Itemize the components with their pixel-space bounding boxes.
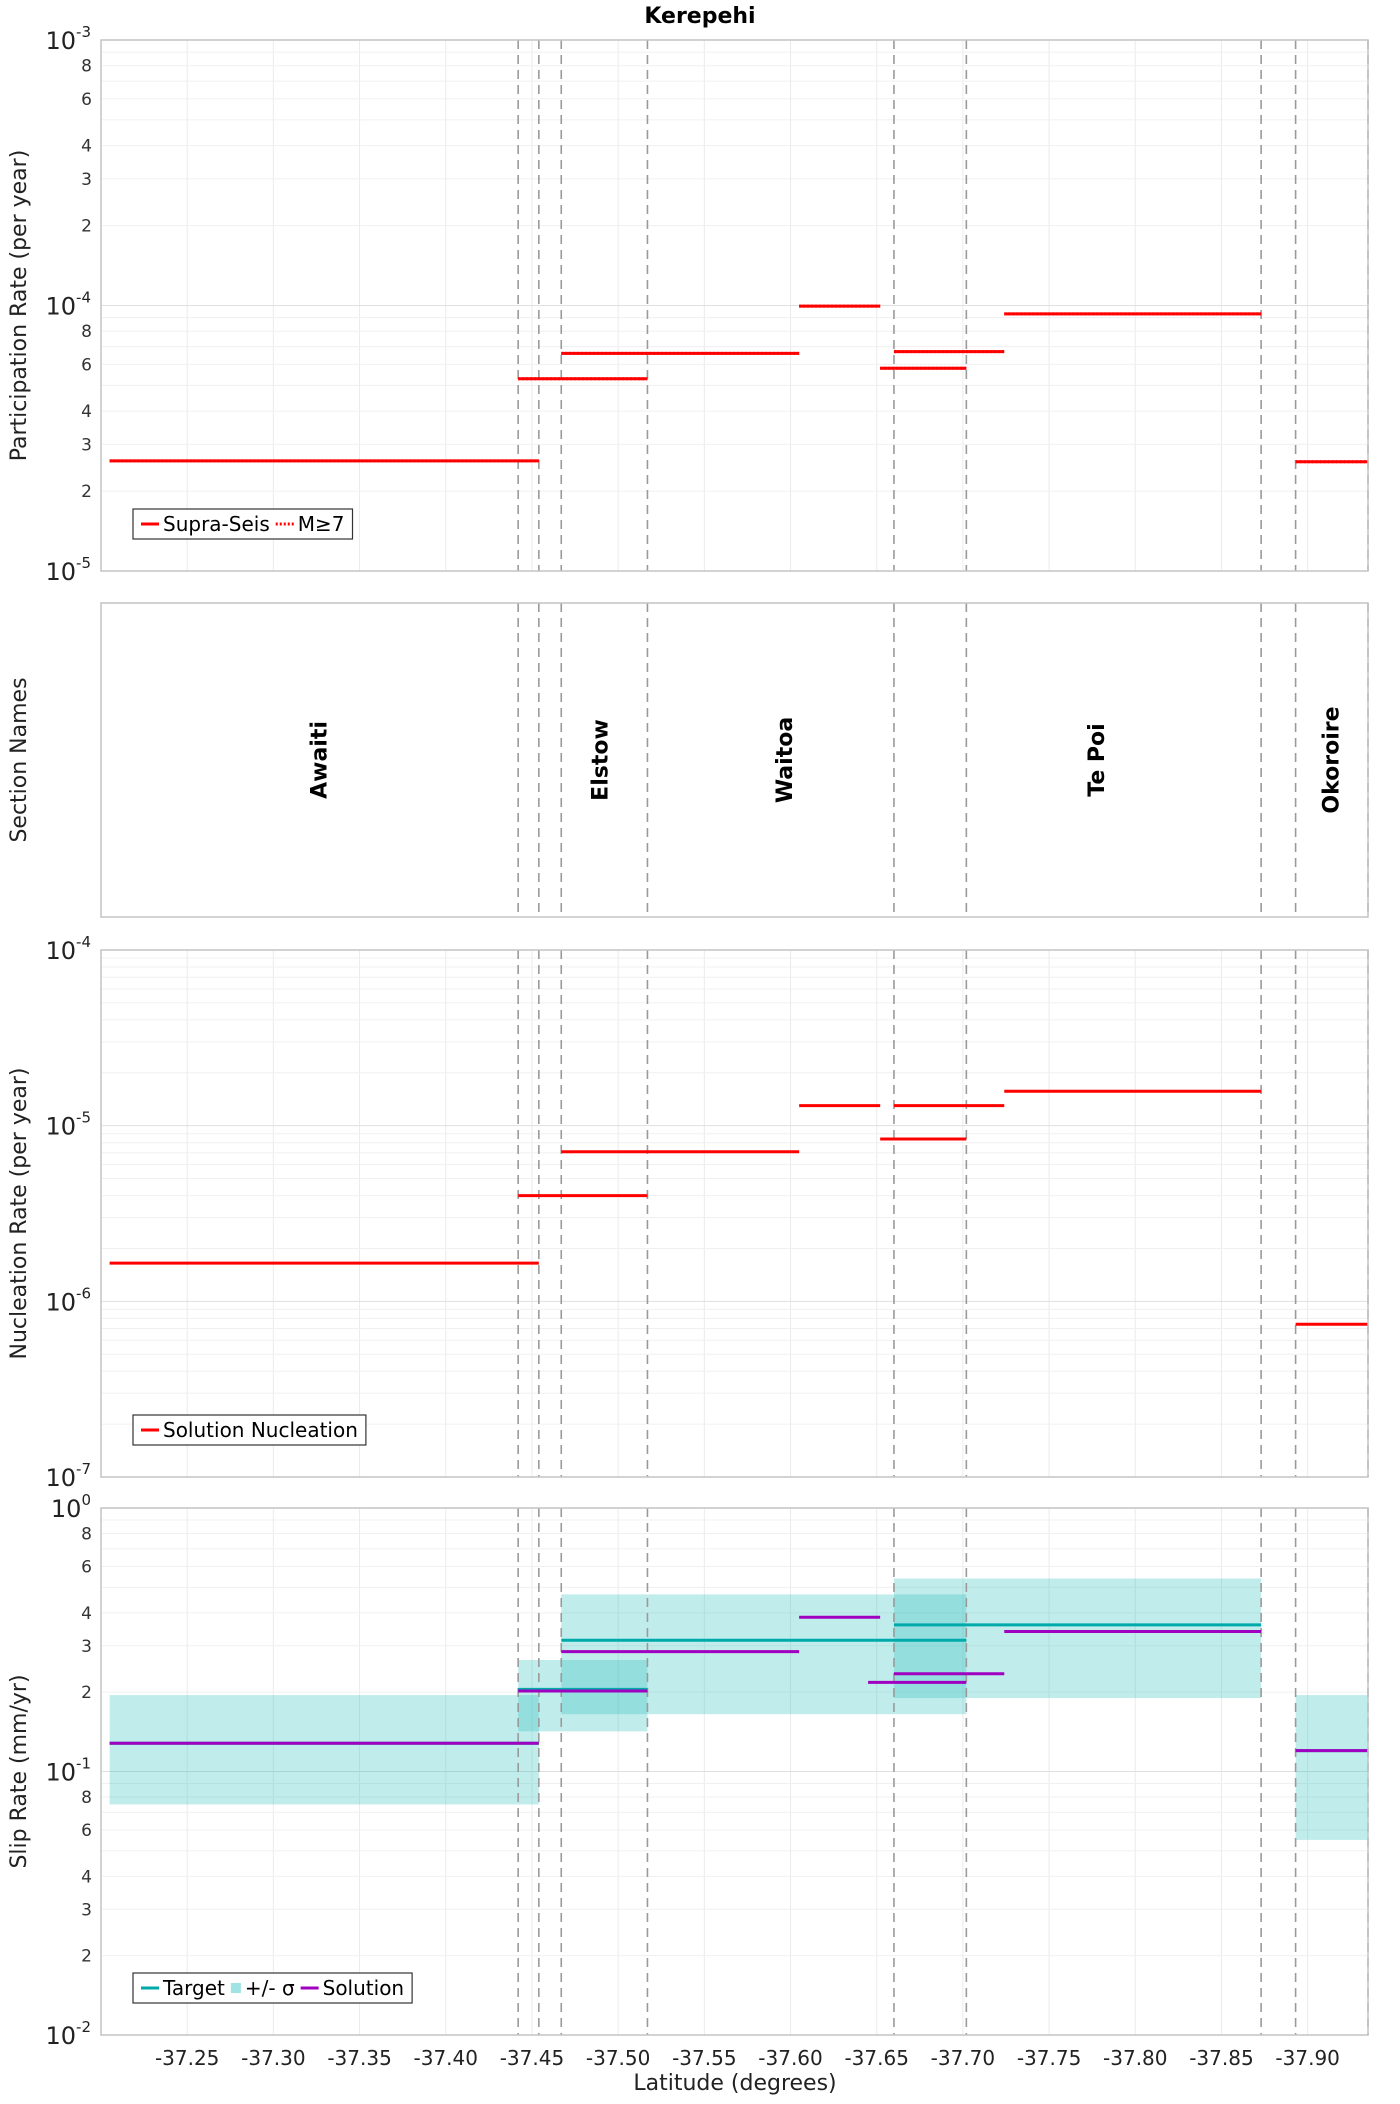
x-tick-label: -37.55: [672, 2046, 736, 2070]
y-minor-tick-label: 3: [81, 1900, 92, 1920]
x-tick-label: -37.90: [1275, 2046, 1339, 2070]
chart-title: Kerepehi: [644, 4, 755, 29]
section-name: Awaiti: [307, 721, 332, 799]
sigma-band: [893, 1578, 1262, 1699]
panel-frame: [100, 602, 1369, 918]
section-name: Okoroire: [1319, 706, 1344, 813]
y-minor-tick-label: 4: [81, 1867, 92, 1887]
y-minor-tick-label: 2: [81, 217, 92, 237]
legend: Supra-Seis M≥7: [132, 508, 354, 540]
sigma-band: [1295, 1695, 1368, 1840]
y-minor-tick-label: 2: [81, 1683, 92, 1703]
y-minor-tick-label: 2: [81, 1947, 92, 1967]
panel-slip: 100 10-1 10-2 8 6 4 3 2 8 6 4 3 2 Slip Rate (mm/yr) Ta…: [7, 1491, 1369, 2050]
y-axis-label: Slip Rate (mm/yr): [7, 1674, 32, 1868]
y-minor-tick-label: 8: [81, 1525, 92, 1545]
y-axis-label: Participation Rate (per year): [7, 150, 32, 462]
section-name: Te Poi: [1085, 723, 1110, 796]
y-major-tick-label: 10-2: [45, 2018, 91, 2050]
legend-label: Solution: [323, 1976, 404, 2000]
x-tick-label: -37.35: [327, 2046, 391, 2070]
legend-label: Target: [162, 1976, 225, 2000]
x-tick-label: -37.40: [414, 2046, 478, 2070]
y-major-tick-label: 10-4: [45, 933, 91, 965]
legend: Target +/- σ Solution: [132, 1972, 413, 2004]
y-axis-label: Nucleation Rate (per year): [7, 1068, 32, 1360]
y-minor-tick-label: 4: [81, 1604, 92, 1624]
legend-label: M≥7: [298, 512, 345, 536]
panel-frame: [100, 1507, 1369, 2036]
y-minor-tick-label: 6: [81, 1557, 92, 1577]
legend-label: +/- σ: [245, 1976, 295, 2000]
y-minor-tick-label: 8: [81, 57, 92, 77]
x-axis-label: Latitude (degrees): [633, 2071, 836, 2096]
legend-swatch: [230, 1983, 241, 1993]
y-minor-tick-label: 3: [81, 435, 92, 455]
y-major-tick-label: 10-7: [45, 1460, 91, 1492]
x-tick-label: -37.65: [844, 2046, 908, 2070]
y-major-tick-label: 10-3: [45, 23, 91, 55]
x-tick-label: -37.70: [931, 2046, 995, 2070]
y-minor-tick-label: 2: [81, 482, 92, 502]
legend-box: [132, 1972, 413, 2004]
y-minor-tick-label: 6: [81, 355, 92, 375]
section-name: Elstow: [588, 719, 613, 801]
y-axis-label: Section Names: [7, 677, 32, 842]
legend-box: [132, 1414, 367, 1446]
y-minor-tick-label: 4: [81, 137, 92, 157]
y-major-tick-label: 10-5: [45, 1109, 91, 1141]
y-minor-tick-label: 8: [81, 1788, 92, 1808]
x-tick-label: -37.30: [241, 2046, 305, 2070]
x-tick-label: -37.45: [500, 2046, 564, 2070]
y-minor-tick-label: 4: [81, 402, 92, 422]
section-name: Waitoa: [773, 717, 798, 803]
x-tick-label: -37.85: [1189, 2046, 1253, 2070]
y-minor-tick-label: 3: [81, 1637, 92, 1657]
x-tick-label: -37.80: [1103, 2046, 1167, 2070]
panel-sections: Awaiti Elstow Waitoa Te Poi Okoroire Section …: [7, 602, 1369, 918]
y-minor-tick-label: 3: [81, 170, 92, 190]
legend: Solution Nucleation: [132, 1414, 367, 1446]
panel-frame: [100, 949, 1369, 1478]
legend-label: Solution Nucleation: [163, 1418, 358, 1442]
x-tick-label: -37.75: [1017, 2046, 1081, 2070]
y-major-tick-label: 10-6: [45, 1284, 91, 1316]
y-major-tick-label: 10-5: [45, 554, 91, 586]
sigma-band: [561, 1594, 967, 1715]
y-minor-tick-label: 6: [81, 90, 92, 110]
legend-label: Supra-Seis: [163, 512, 270, 536]
y-minor-tick-label: 8: [81, 322, 92, 342]
y-major-tick-label: 10-4: [45, 289, 91, 321]
sigma-band: [109, 1695, 539, 1805]
y-minor-tick-label: 6: [81, 1821, 92, 1841]
legend-box: [132, 508, 354, 540]
y-major-tick-label: 100: [51, 1491, 91, 1523]
panel-nucleation: 10-4 10-5 10-6 10-7 Nucleation Rate (per yea…: [7, 933, 1369, 1492]
panel-participation: 10-3 10-4 10-5 8 6 4 3 2 8 6 4 3 2 Participation Rate…: [7, 23, 1369, 586]
y-major-tick-label: 10-1: [45, 1755, 91, 1787]
x-tick-label: -37.50: [586, 2046, 650, 2070]
panel-frame: [100, 39, 1369, 572]
sigma-band: [518, 1659, 648, 1732]
x-tick-label: -37.60: [758, 2046, 822, 2070]
x-tick-label: -37.25: [155, 2046, 219, 2070]
